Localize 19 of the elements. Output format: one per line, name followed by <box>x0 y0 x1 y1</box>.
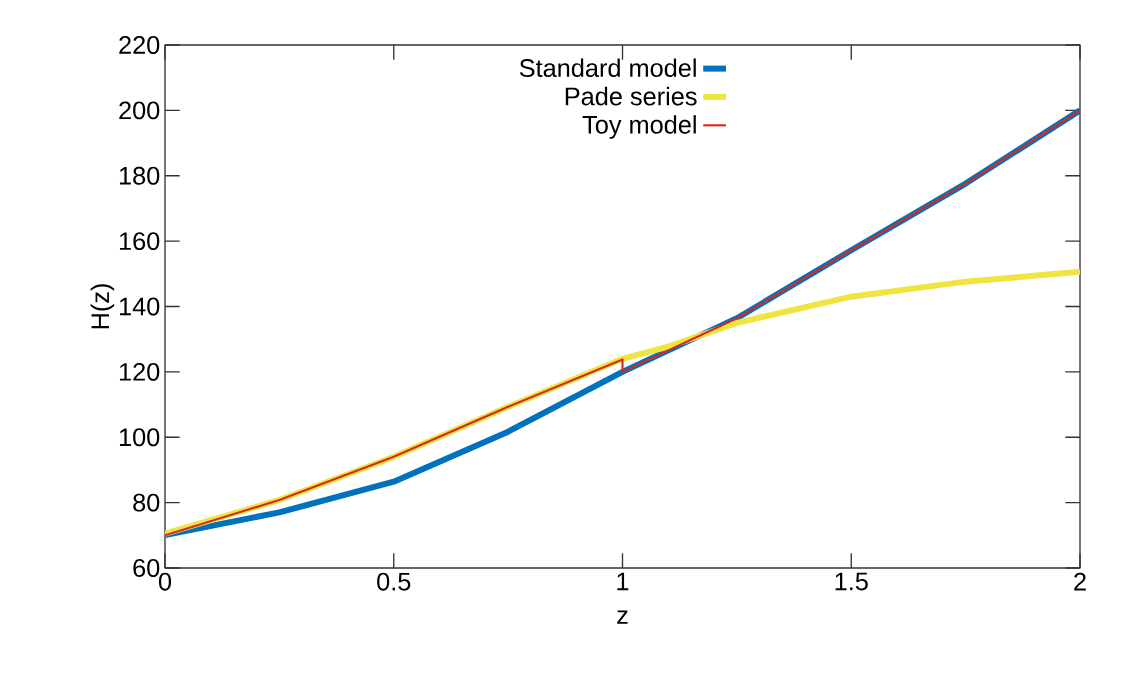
legend-label: Toy model <box>582 115 696 139</box>
x-tick-label: 1 <box>617 572 629 591</box>
y-tick-label: 140 <box>119 297 160 316</box>
y-tick-label: 160 <box>119 232 160 251</box>
y-tick-label: 120 <box>119 362 160 381</box>
x-axis-title: z <box>617 610 628 624</box>
y-tick-label: 60 <box>133 559 160 577</box>
y-tick-label: 100 <box>119 428 160 447</box>
x-tick-label: 0.5 <box>377 572 411 591</box>
y-axis-title: H(z) <box>90 284 115 329</box>
x-tick-label: 2 <box>1074 572 1086 591</box>
legend-label: Standard model <box>519 58 696 78</box>
x-tick-label: 1.5 <box>835 572 868 591</box>
y-tick-label: 220 <box>119 36 160 54</box>
y-tick-label: 180 <box>119 166 160 185</box>
legend-label: Pade series <box>565 86 697 106</box>
y-tick-label: 200 <box>119 101 160 120</box>
x-tick-label: 0 <box>158 572 172 591</box>
y-tick-label: 80 <box>133 493 160 512</box>
